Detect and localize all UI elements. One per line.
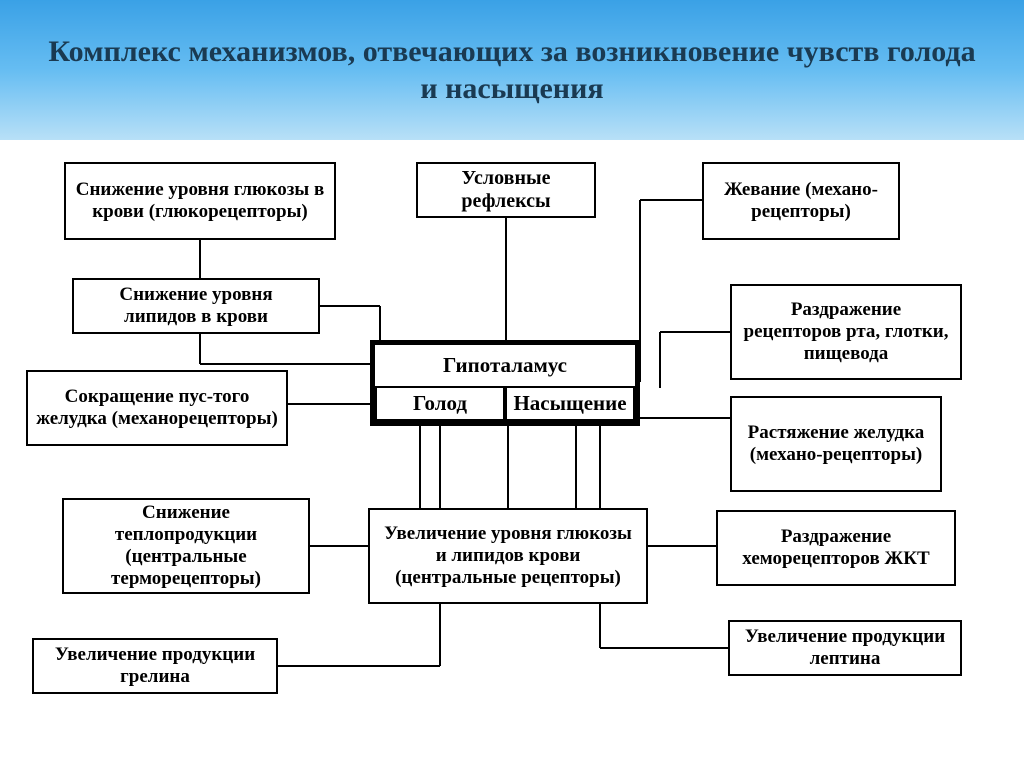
node-chewing: Жевание (механо- рецепторы) xyxy=(702,162,900,240)
node-cond_reflex: Условные рефлексы xyxy=(416,162,596,218)
node-thermo: Снижение теплопродукции (центральные тер… xyxy=(62,498,310,594)
diagram-area: Гипоталамус Голод Насыщение Снижение уро… xyxy=(0,140,1024,768)
node-glucose_up: Увеличение уровня глюкозы и липидов кров… xyxy=(368,508,648,604)
center-hypothalamus-label: Гипоталамус xyxy=(375,345,635,388)
center-hunger-label: Голод xyxy=(375,386,505,421)
node-empty_stomach: Сокращение пус-того желудка (механорецеп… xyxy=(26,370,288,446)
center-hypothalamus-group: Гипоталамус Голод Насыщение xyxy=(370,340,640,426)
node-lipids_down: Снижение уровня липидов в крови xyxy=(72,278,320,334)
node-ghrelin: Увеличение продукции грелина xyxy=(32,638,278,694)
node-mouth_recept: Раздражение рецепторов рта, глотки, пище… xyxy=(730,284,962,380)
node-stomach_stretch: Растяжение желудка (механо-рецепторы) xyxy=(730,396,942,492)
slide-title: Комплекс механизмов, отвечающих за возни… xyxy=(40,33,984,108)
center-satiety-label: Насыщение xyxy=(505,386,635,421)
slide: Комплекс механизмов, отвечающих за возни… xyxy=(0,0,1024,768)
node-leptin: Увеличение продукции лептина xyxy=(728,620,962,676)
node-glucose_down: Снижение уровня глюкозы в крови (глюкоре… xyxy=(64,162,336,240)
node-chemo_gkt: Раздражение хеморецепторов ЖКТ xyxy=(716,510,956,586)
title-band: Комплекс механизмов, отвечающих за возни… xyxy=(0,0,1024,140)
